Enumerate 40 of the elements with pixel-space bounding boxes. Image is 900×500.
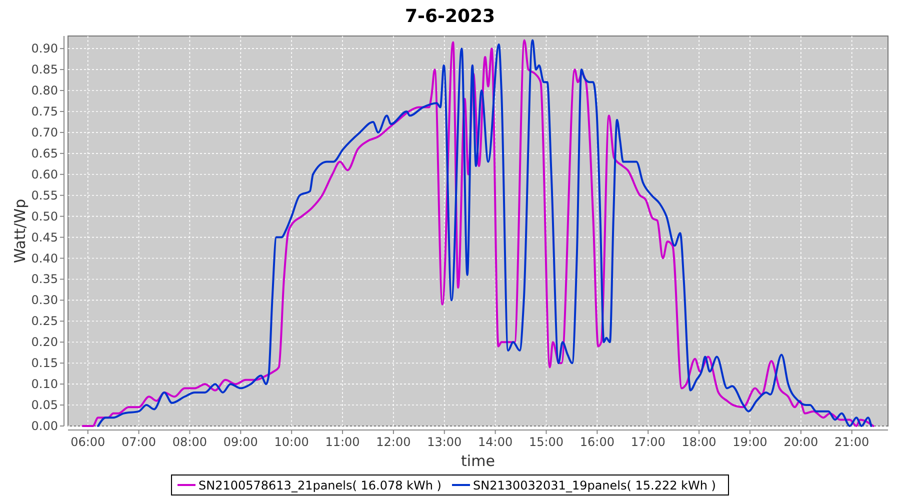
y-tick-label: 0.75	[31, 104, 58, 118]
x-tick-label: 15:00	[528, 435, 564, 449]
chart-title: 7-6-2023	[404, 6, 496, 27]
x-tick-label: 17:00	[630, 435, 666, 449]
y-tick-label: 0.60	[31, 167, 58, 182]
y-tick-label: 0.55	[31, 188, 58, 202]
x-tick-label: 19:00	[732, 435, 768, 449]
y-tick-label: 0.20	[31, 335, 58, 350]
y-tick-label: 0.50	[31, 209, 58, 224]
x-tick-label: 12:00	[376, 435, 411, 449]
x-tick-label: 11:00	[325, 435, 360, 449]
x-tick-label: 13:00	[427, 435, 462, 449]
y-tick-label: 0.85	[31, 62, 58, 77]
y-tick-label: 0.05	[31, 398, 58, 412]
y-tick-label: 0.30	[31, 293, 58, 308]
x-tick-label: 18:00	[682, 435, 716, 449]
y-tick-label: 0.25	[31, 314, 58, 328]
x-tick-label: 10:00	[274, 435, 309, 449]
x-tick-label: 21:00	[834, 435, 870, 449]
legend-label: SN2130032031_19panels( 15.222 kWh )	[473, 478, 716, 492]
x-tick-label: 07:00	[122, 435, 156, 449]
y-tick-label: 0.45	[31, 230, 58, 244]
y-tick-label: 0.35	[31, 272, 58, 286]
y-tick-label: 0.40	[31, 251, 58, 266]
y-tick-label: 0.70	[31, 125, 58, 140]
y-tick-label: 0.10	[31, 377, 58, 392]
x-tick-label: 20:00	[784, 435, 818, 449]
x-tick-label: 08:00	[172, 435, 208, 449]
x-tick-label: 06:00	[70, 435, 106, 449]
x-tick-label: 09:00	[223, 435, 258, 449]
x-tick-label: 16:00	[580, 435, 614, 449]
y-tick-label: 0.65	[31, 146, 58, 160]
legend-label: SN2100578613_21panels( 16.078 kWh )	[198, 478, 442, 492]
y-tick-label: 0.80	[31, 84, 58, 98]
y-tick-label: 0.00	[31, 419, 58, 433]
y-axis-title: Watt/Wp	[11, 198, 29, 264]
y-tick-label: 0.90	[31, 42, 58, 56]
x-tick-label: 14:00	[478, 435, 513, 449]
x-axis-title: time	[461, 452, 495, 470]
y-tick-label: 0.15	[31, 356, 58, 370]
